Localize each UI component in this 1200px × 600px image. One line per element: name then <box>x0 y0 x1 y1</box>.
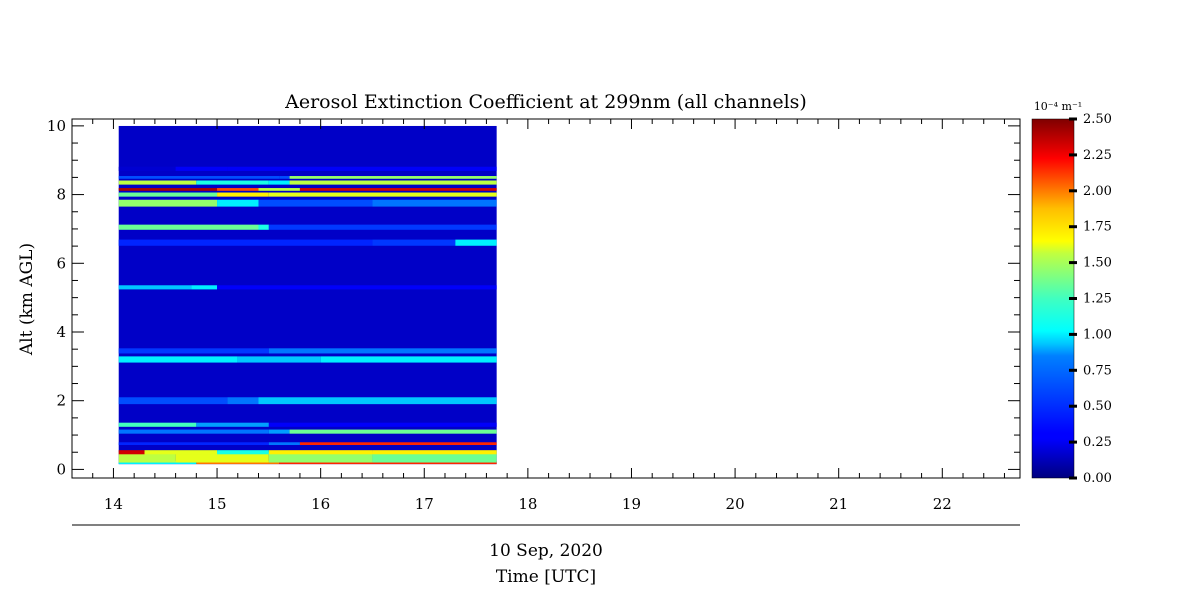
heatmap-band-58 <box>227 166 497 171</box>
heatmap-band-15 <box>118 429 269 434</box>
heatmap-band-8 <box>144 450 218 455</box>
colorbar <box>1032 119 1074 478</box>
x-date-label: 10 Sep, 2020 <box>489 541 603 561</box>
heatmap-band-37 <box>268 224 497 230</box>
heatmap-band-52 <box>289 180 497 185</box>
heatmap-band-48 <box>299 188 497 191</box>
heatmap-band-20 <box>268 422 497 427</box>
y-tick-label: 8 <box>56 186 66 204</box>
colorbar-tick-label: 0.00 <box>1083 471 1112 486</box>
colorbar-tick-label: 0.50 <box>1083 399 1112 414</box>
heatmap-band-6 <box>372 452 497 463</box>
colorbar-tick-label: 1.50 <box>1083 256 1112 271</box>
heatmap-band-56 <box>118 166 176 171</box>
chart-title: Aerosol Extinction Coefficient at 299nm … <box>284 91 807 113</box>
heatmap-area <box>118 125 497 465</box>
x-tick-labels: 14 15 16 17 18 19 20 21 22 <box>104 495 952 513</box>
heatmap-band-12 <box>118 442 269 446</box>
y-tick-label: 0 <box>56 460 66 478</box>
x-tick-label: 22 <box>933 495 952 513</box>
heatmap-band-54 <box>279 176 290 179</box>
heatmap-band-47 <box>258 188 300 191</box>
heatmap-band-53 <box>118 176 280 179</box>
heatmap-band-14 <box>299 442 497 446</box>
heatmap-band-3 <box>118 452 176 463</box>
heatmap-band-24 <box>118 356 238 363</box>
heatmap-band-4 <box>175 452 269 463</box>
axis-ticks <box>72 119 1020 478</box>
colorbar-tick-label: 1.75 <box>1083 220 1112 235</box>
heatmap-band-25 <box>237 356 321 363</box>
x-tick-label: 19 <box>622 495 641 513</box>
y-tick-label: 10 <box>47 117 66 135</box>
x-tick-label: 14 <box>104 495 123 513</box>
heatmap-band-38 <box>118 199 218 207</box>
heatmap-band-10 <box>268 450 373 455</box>
heatmap-band-5 <box>268 452 373 463</box>
heatmap-band-27 <box>118 348 269 354</box>
heatmap-band-57 <box>175 166 228 171</box>
colorbar-tick-label: 0.75 <box>1083 363 1112 378</box>
y-tick-labels: 0 2 4 6 8 10 <box>47 117 66 479</box>
heatmap-band-31 <box>217 285 497 290</box>
heatmap-band-49 <box>118 180 197 185</box>
heatmap-band-55 <box>289 176 497 179</box>
x-tick-label: 20 <box>726 495 745 513</box>
heatmap-band-43 <box>217 192 269 197</box>
heatmap-band-23 <box>258 397 497 405</box>
colorbar-tick-label: 1.25 <box>1083 292 1112 307</box>
colorbar-unit-label: 10⁻⁴ m⁻¹ <box>1034 100 1082 113</box>
y-axis-label: Alt (km AGL) <box>17 243 37 356</box>
heatmap-band-21 <box>118 397 228 405</box>
heatmap-band-13 <box>268 442 300 446</box>
y-tick-label: 4 <box>56 323 66 341</box>
colorbar-frame <box>1031 118 1075 479</box>
heatmap-band-16 <box>268 429 290 434</box>
heatmap-band-9 <box>217 450 269 455</box>
x-tick-label: 15 <box>208 495 227 513</box>
x-tick-label: 16 <box>311 495 330 513</box>
heatmap-band-40 <box>258 199 373 207</box>
x-tick-label: 21 <box>829 495 848 513</box>
heatmap-band-51 <box>268 180 290 185</box>
colorbar-tick-label: 2.00 <box>1083 184 1112 199</box>
heatmap-band-50 <box>196 180 269 185</box>
heatmap-band-11 <box>372 450 497 455</box>
heatmap-band-35 <box>118 224 259 230</box>
colorbar-tick-label: 2.25 <box>1083 148 1112 163</box>
colorbar-tick-label: 2.50 <box>1083 112 1112 127</box>
heatmap-band-18 <box>118 422 197 427</box>
heatmap-band-29 <box>118 285 192 290</box>
plot-frame <box>71 118 1021 479</box>
heatmap-band-33 <box>372 239 456 246</box>
heatmap-band-26 <box>320 356 497 363</box>
heatmap-band-46 <box>217 188 259 191</box>
heatmap-band-19 <box>196 422 269 427</box>
x-tick-label: 18 <box>518 495 537 513</box>
y-tick-label: 2 <box>56 392 66 410</box>
heatmap-band-41 <box>372 199 497 207</box>
colorbar-ticks: 0.00 0.25 0.50 0.75 1.00 1.25 1.50 1.75 2.00 2.25… <box>1031 112 1112 486</box>
heatmap-band-22 <box>227 397 259 405</box>
heatmap-band-28 <box>268 348 497 354</box>
colorbar-tick-label: 0.25 <box>1083 435 1112 450</box>
heatmap-band-44 <box>268 192 497 197</box>
heatmap-band-45 <box>118 188 218 191</box>
heatmap-band-39 <box>217 199 259 207</box>
heatmap-band-32 <box>118 239 373 246</box>
heatmap-band-7 <box>118 450 145 455</box>
heatmap-band-30 <box>191 285 218 290</box>
y-tick-label: 6 <box>56 254 66 272</box>
heatmap-band-17 <box>289 429 497 434</box>
colorbar-tick-label: 1.00 <box>1083 327 1112 342</box>
x-axis-label: Time [UTC] <box>496 567 596 587</box>
heatmap-band-34 <box>455 239 497 246</box>
heatmap-band-42 <box>118 192 218 197</box>
x-tick-label: 17 <box>415 495 434 513</box>
heatmap-band-36 <box>258 224 269 230</box>
